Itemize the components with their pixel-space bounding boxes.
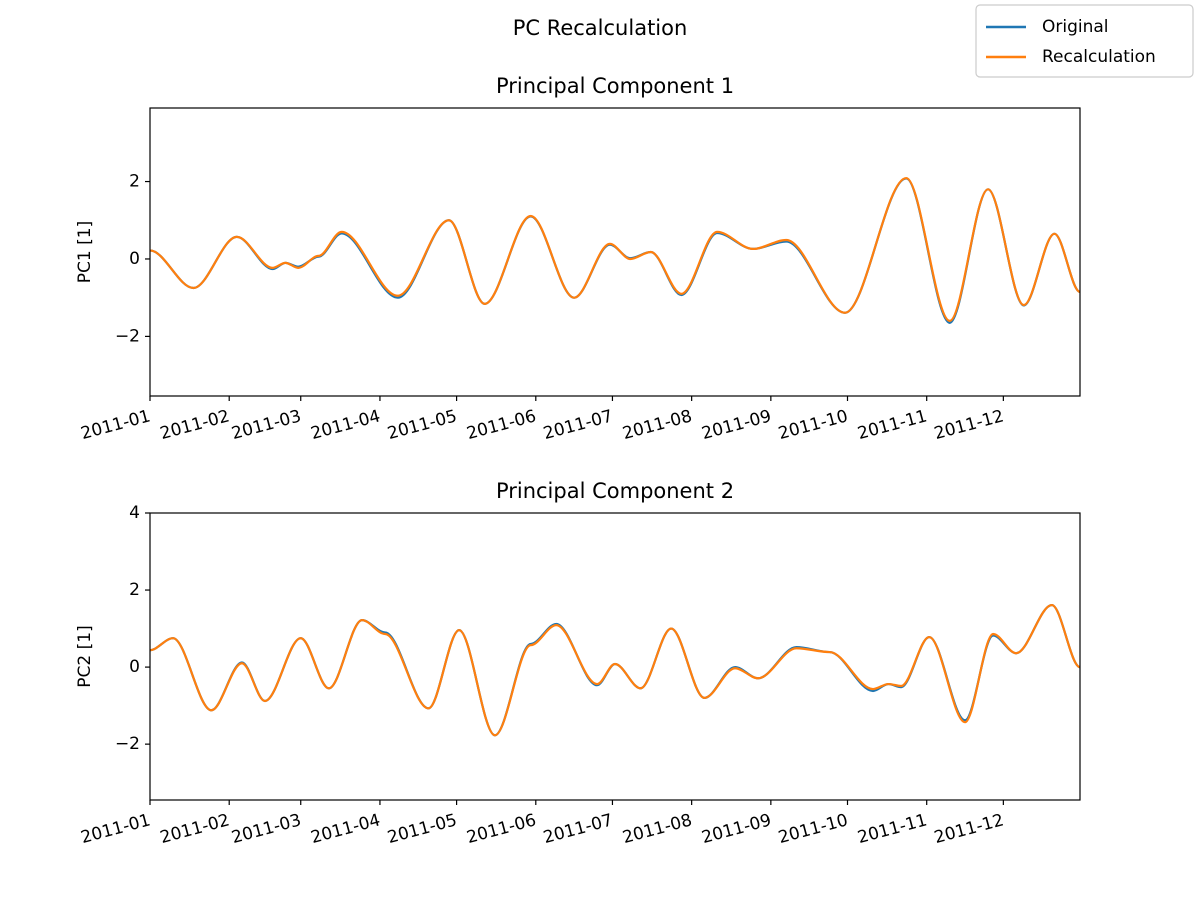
series-line — [150, 603, 1080, 737]
y-axis-label: PC2 [1] — [75, 625, 95, 687]
x-tick-label: 2011-11 — [856, 810, 930, 848]
x-tick-label: 2011-02 — [158, 406, 232, 444]
x-tick-label: 2011-02 — [158, 810, 232, 848]
y-tick-label: −2 — [115, 326, 140, 346]
x-tick-label: 2011-06 — [465, 810, 539, 848]
x-tick-label: 2011-03 — [230, 406, 304, 444]
y-tick-label: 2 — [129, 580, 140, 600]
x-tick-label: 2011-10 — [776, 406, 850, 444]
x-tick-label: 2011-09 — [700, 810, 774, 848]
figure-title: PC Recalculation — [513, 16, 688, 40]
x-tick-label: 2011-07 — [541, 406, 615, 444]
x-tick-label: 2011-06 — [465, 406, 539, 444]
x-tick-label: 2011-12 — [932, 810, 1006, 848]
legend-label: Recalculation — [1042, 47, 1156, 67]
plot-frame — [149, 512, 1081, 801]
x-tick-label: 2011-10 — [776, 810, 850, 848]
subplot-title: Principal Component 2 — [496, 479, 734, 503]
x-tick-label: 2011-01 — [79, 810, 153, 848]
x-tick-label: 2011-12 — [932, 406, 1006, 444]
subplot-title: Principal Component 1 — [496, 74, 734, 98]
series-line — [150, 176, 1080, 323]
legend-label: Original — [1042, 17, 1109, 37]
y-tick-label: −2 — [115, 734, 140, 754]
x-tick-label: 2011-08 — [620, 810, 694, 848]
x-tick-label: 2011-03 — [230, 810, 304, 848]
x-tick-label: 2011-05 — [385, 810, 459, 848]
x-tick-label: 2011-09 — [700, 406, 774, 444]
y-tick-label: 4 — [129, 503, 140, 523]
y-axis-label: PC1 [1] — [75, 221, 95, 283]
x-tick-label: 2011-04 — [309, 810, 383, 848]
y-tick-label: 2 — [129, 172, 140, 192]
series-line — [150, 603, 1080, 737]
x-tick-label: 2011-11 — [856, 406, 930, 444]
x-tick-label: 2011-01 — [79, 406, 153, 444]
legend-box — [975, 4, 1194, 78]
x-tick-label: 2011-07 — [541, 810, 615, 848]
y-tick-label: 0 — [129, 657, 140, 677]
y-tick-label: 0 — [129, 249, 140, 269]
x-tick-label: 2011-08 — [620, 406, 694, 444]
x-tick-label: 2011-04 — [309, 406, 383, 444]
plot-frame — [149, 107, 1081, 397]
x-tick-label: 2011-05 — [385, 406, 459, 444]
